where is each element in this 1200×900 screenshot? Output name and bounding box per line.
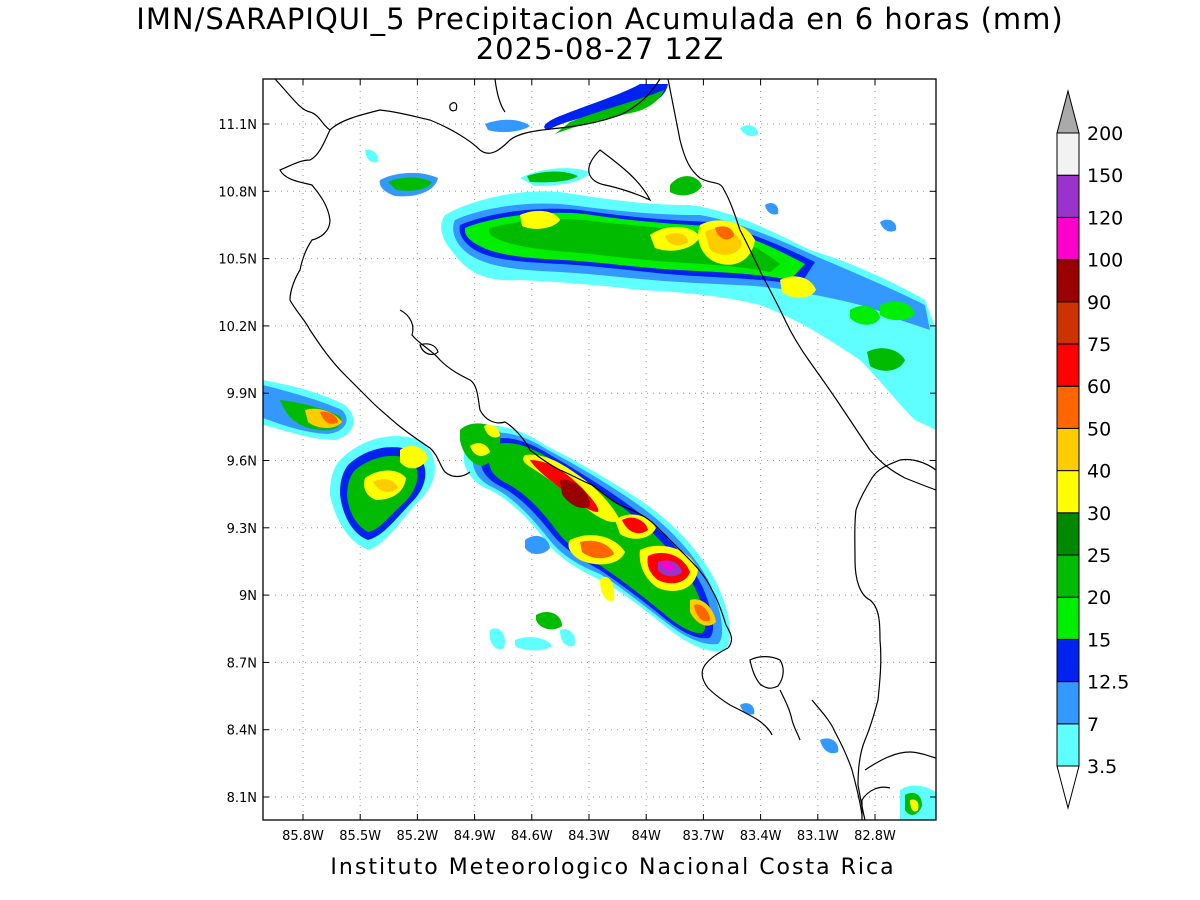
lon-tick-label: 83.7W [682, 829, 724, 844]
lon-tick-label: 83.1W [797, 829, 839, 844]
colorbar-swatch [1056, 638, 1080, 683]
colorbar-swatch [1056, 301, 1080, 345]
lat-tick-label: 10.2N [218, 320, 257, 335]
precipitation-field [263, 84, 936, 820]
lat-tick-label: 10.5N [218, 253, 257, 268]
colorbar-label: 100 [1087, 250, 1123, 272]
latitude-axis: 11.1N 10.8N 10.5N 10.2N 9.9N 9.6N 9.3N 9N 8.7N 8.… [218, 118, 936, 806]
colorbar-swatch [1056, 512, 1080, 556]
colorbar-label: 200 [1087, 123, 1123, 145]
colorbar-label: 12.5 [1087, 672, 1129, 694]
colorbar-swatch [1056, 385, 1080, 429]
colorbar-swatch [1056, 596, 1080, 640]
colorbar-swatch [1056, 554, 1080, 598]
lon-tick-label: 83.4W [740, 829, 782, 844]
lon-tick-label: 84.3W [568, 829, 610, 844]
lat-tick-label: 11.1N [218, 118, 257, 133]
colorbar-swatch [1056, 723, 1080, 767]
colorbar-swatch [1056, 174, 1080, 218]
footer-credit: Instituto Meteorologico Nacional Costa R… [330, 855, 896, 880]
lon-tick-label: 85.5W [339, 829, 381, 844]
colorbar: 3.5 7 12.5 15 20 25 30 40 50 60 75 90 100 120 150 200 [1056, 89, 1129, 810]
colorbar-label: 30 [1087, 503, 1111, 525]
colorbar-swatch [1056, 259, 1080, 303]
colorbar-label: 75 [1087, 334, 1111, 356]
colorbar-upper-triangle [1056, 89, 1080, 134]
map-title: IMN/SARAPIQUI_5 Precipitacion Acumulada … [136, 2, 1064, 36]
colorbar-label: 7 [1087, 714, 1099, 736]
colorbar-label: 120 [1087, 207, 1123, 229]
colorbar-swatch [1056, 216, 1080, 261]
colorbar-label: 20 [1087, 587, 1111, 609]
lat-tick-label: 10.8N [218, 185, 257, 200]
colorbar-label: 60 [1087, 376, 1111, 398]
colorbar-swatch [1056, 132, 1080, 176]
colorbar-label: 15 [1087, 629, 1111, 651]
lat-tick-label: 9.6N [227, 455, 257, 470]
colorbar-label: 50 [1087, 418, 1111, 440]
colorbar-swatch [1056, 681, 1080, 725]
colorbar-label: 3.5 [1087, 756, 1117, 778]
lon-tick-label: 82.8W [854, 829, 896, 844]
lat-tick-label: 8.4N [227, 724, 257, 739]
colorbar-label: 90 [1087, 292, 1111, 314]
colorbar-lower-triangle [1056, 765, 1080, 810]
colorbar-label: 150 [1087, 165, 1123, 187]
lon-tick-label: 84.6W [511, 829, 553, 844]
colorbar-label: 40 [1087, 461, 1111, 483]
lon-tick-label: 84W [631, 829, 661, 844]
colorbar-swatch [1056, 427, 1080, 472]
lat-tick-label: 9.3N [227, 522, 257, 537]
lon-tick-label: 85.2W [396, 829, 438, 844]
lon-tick-label: 84.9W [454, 829, 496, 844]
lat-tick-label: 9.9N [227, 387, 257, 402]
lat-tick-label: 8.1N [227, 791, 257, 806]
lat-tick-label: 8.7N [227, 656, 257, 671]
longitude-axis: 85.8W 85.5W 85.2W 84.9W 84.6W 84.3W 84W 83.7W 83… [282, 79, 896, 844]
colorbar-label: 25 [1087, 545, 1111, 567]
map-date: 2025-08-27 12Z [475, 32, 725, 66]
plot-frame [262, 78, 937, 821]
lon-tick-label: 85.8W [282, 829, 324, 844]
coastlines [274, 79, 936, 820]
colorbar-swatch [1056, 470, 1080, 514]
colorbar-swatch [1056, 343, 1080, 387]
lat-tick-label: 9N [239, 589, 257, 604]
